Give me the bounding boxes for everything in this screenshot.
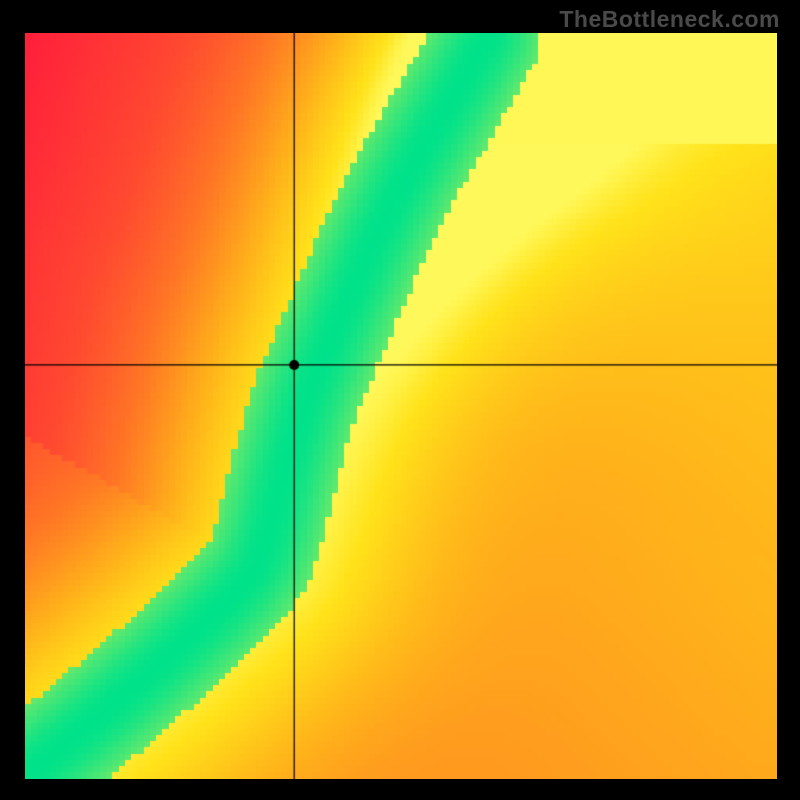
heatmap-canvas bbox=[25, 33, 777, 779]
watermark-text: TheBottleneck.com bbox=[559, 6, 780, 33]
outer-frame bbox=[25, 33, 777, 779]
